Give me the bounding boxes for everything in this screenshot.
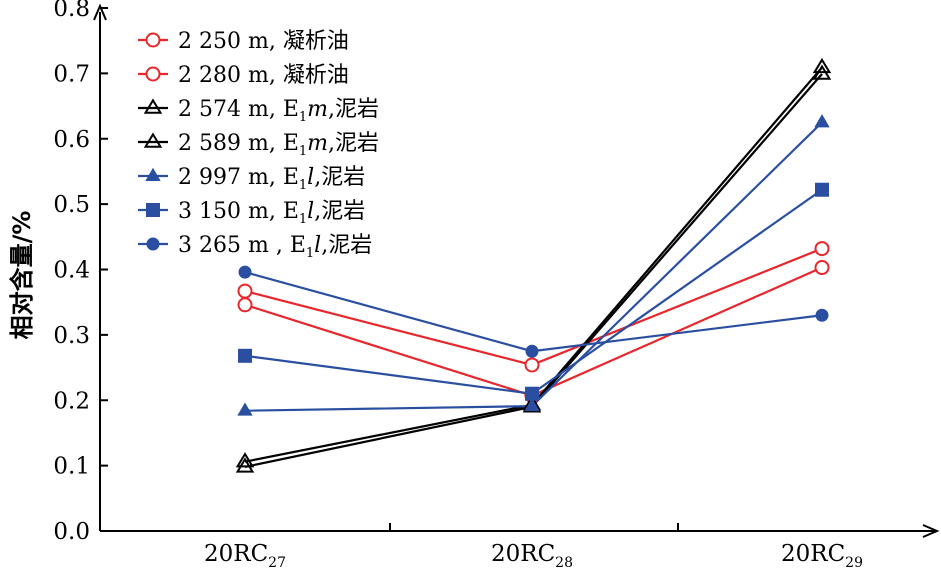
legend-label: 3 265 m , E1l,泥岩 bbox=[178, 233, 372, 261]
y-tick-label: 0.3 bbox=[53, 323, 90, 349]
data-point bbox=[524, 357, 540, 373]
y-tick-label: 0.6 bbox=[53, 127, 90, 153]
data-point bbox=[524, 397, 540, 412]
y-axis-label: 相对含量/% bbox=[8, 211, 36, 340]
y-tick-label: 0.5 bbox=[53, 192, 90, 218]
data-point bbox=[815, 308, 829, 322]
series-line bbox=[244, 266, 823, 397]
y-axis-arrow bbox=[93, 3, 107, 21]
x-tick-label: 20RC27 bbox=[204, 541, 286, 569]
legend-marker bbox=[143, 98, 163, 114]
data-point bbox=[525, 386, 539, 401]
data-point bbox=[812, 57, 832, 74]
legend-label: 3 150 m, E1l,泥岩 bbox=[178, 199, 365, 227]
legend-label: 2 589 m, E1m,泥岩 bbox=[178, 131, 379, 159]
data-point bbox=[238, 348, 252, 363]
legend-label: 2 997 m, E1l,泥岩 bbox=[178, 165, 365, 193]
legend-label: 2 574 m, E1m,泥岩 bbox=[178, 97, 379, 125]
x-tick-label: 20RC29 bbox=[781, 541, 863, 569]
data-point bbox=[814, 241, 830, 257]
data-point bbox=[238, 265, 252, 279]
data-point bbox=[237, 297, 253, 313]
legend-marker bbox=[146, 203, 160, 217]
legend-marker bbox=[145, 167, 161, 181]
y-tick-label: 0.0 bbox=[53, 519, 90, 545]
legend-marker bbox=[145, 66, 161, 82]
data-point bbox=[525, 344, 539, 358]
y-tick-label: 0.1 bbox=[53, 454, 90, 480]
data-point bbox=[235, 457, 255, 473]
data-point bbox=[814, 114, 830, 128]
legend-label: 2 250 m, 凝析油 bbox=[178, 29, 349, 54]
legend-label: 2 280 m, 凝析油 bbox=[178, 63, 349, 88]
y-tick-label: 0.4 bbox=[53, 258, 90, 284]
legend-marker bbox=[145, 32, 161, 48]
axes: 0.0 0.1 0.2 0.3 0.4 0.5 0.6 0.7 0.8 20RC27 20RC28 2… bbox=[53, 0, 940, 569]
legend: 2 250 m, 凝析油 2 280 m, 凝析油 2 574 m, E1m,泥岩 2… bbox=[138, 29, 379, 261]
data-point bbox=[237, 402, 253, 416]
y-tick-label: 0.8 bbox=[53, 0, 90, 22]
y-tick-label: 0.2 bbox=[53, 388, 90, 414]
data-point bbox=[814, 260, 830, 276]
legend-marker bbox=[143, 132, 163, 148]
y-tick-label: 0.7 bbox=[53, 61, 90, 87]
legend-marker bbox=[146, 237, 160, 251]
data-point bbox=[815, 182, 829, 197]
data-point bbox=[812, 64, 832, 80]
x-tick-label: 20RC28 bbox=[491, 541, 573, 569]
data-point bbox=[235, 452, 255, 468]
series-markers bbox=[235, 57, 832, 473]
x-axis-arrow bbox=[922, 524, 940, 538]
data-point bbox=[237, 283, 253, 299]
